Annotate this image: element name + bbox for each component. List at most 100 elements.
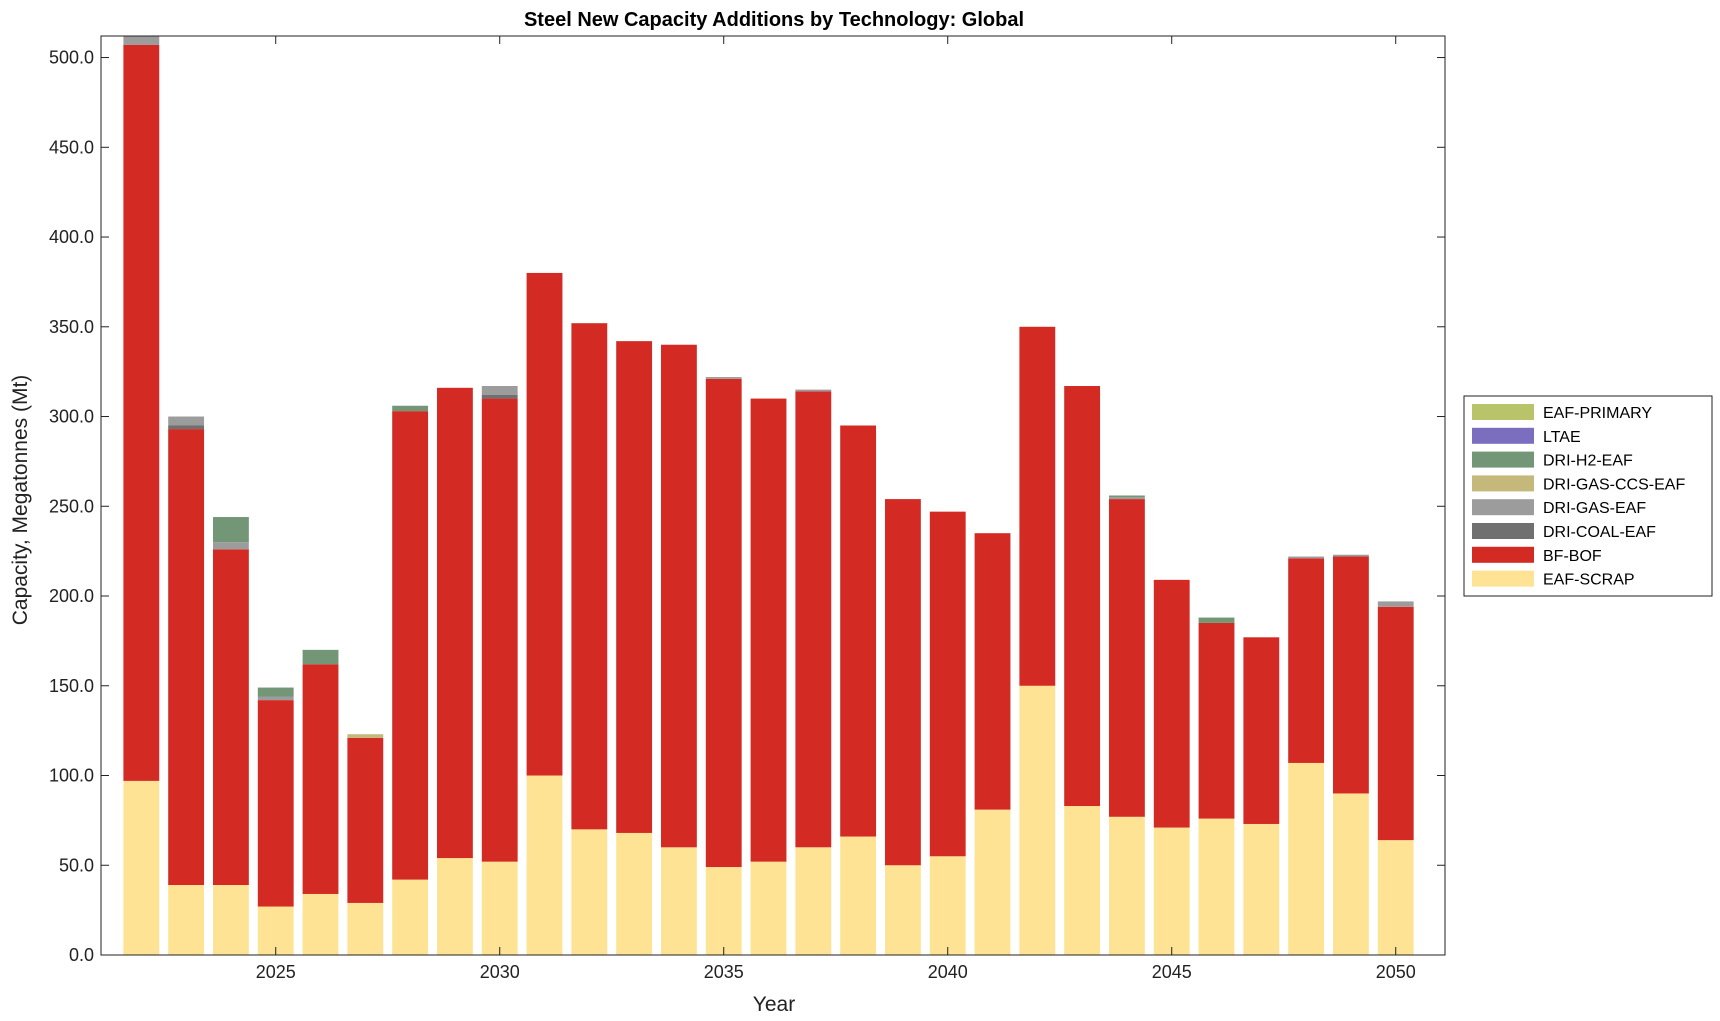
bar-eaf-scrap-2032 bbox=[571, 829, 608, 955]
plot-frame bbox=[100, 35, 1446, 956]
bar-eaf-scrap-2023 bbox=[168, 885, 205, 955]
chart-title: Steel New Capacity Additions by Technolo… bbox=[524, 9, 1024, 31]
legend-swatch-ltae bbox=[1472, 427, 1534, 444]
bar-dri-gas-eaf-2049 bbox=[1333, 554, 1369, 557]
bar-dri-coal-eaf-2023 bbox=[168, 425, 205, 430]
legend-box bbox=[1463, 395, 1713, 597]
bar-bf-bof-2041 bbox=[974, 533, 1011, 810]
bar-eaf-scrap-2026 bbox=[302, 893, 339, 955]
legend-label-dri-gas-ccs-eaf: DRI-GAS-CCS-EAF bbox=[1543, 476, 1685, 493]
bar-eaf-scrap-2050 bbox=[1377, 840, 1414, 956]
bar-eaf-scrap-2025 bbox=[257, 906, 294, 955]
bar-eaf-scrap-2044 bbox=[1109, 816, 1145, 955]
y-tick-label: 500.0 bbox=[49, 48, 94, 68]
bar-eaf-scrap-2045 bbox=[1153, 827, 1190, 955]
bar-bf-bof-2027 bbox=[347, 737, 384, 903]
bar-eaf-scrap-2039 bbox=[885, 865, 921, 955]
bar-dri-h2-eaf-2046 bbox=[1198, 617, 1235, 623]
x-tick-label: 2050 bbox=[1376, 962, 1416, 982]
bar-eaf-scrap-2040 bbox=[929, 856, 966, 955]
bar-bf-bof-2025 bbox=[257, 700, 294, 907]
bar-bf-bof-2036 bbox=[750, 398, 787, 862]
bar-bf-bof-2026 bbox=[302, 664, 339, 894]
bars bbox=[123, 36, 1414, 956]
y-tick-label: 350.0 bbox=[49, 317, 94, 337]
y-tick-label: 200.0 bbox=[49, 586, 94, 606]
bar-bf-bof-2030 bbox=[481, 398, 518, 862]
bar-eaf-scrap-2034 bbox=[661, 847, 697, 955]
bar-bf-bof-2029 bbox=[437, 387, 473, 859]
bar-eaf-scrap-2027 bbox=[347, 902, 384, 955]
x-tick-label: 2040 bbox=[928, 962, 968, 982]
bar-eaf-scrap-2048 bbox=[1288, 762, 1325, 955]
y-tick-label: 100.0 bbox=[49, 766, 94, 786]
bar-bf-bof-2022 bbox=[123, 44, 160, 781]
bar-eaf-scrap-2046 bbox=[1198, 818, 1235, 955]
y-tick-label: 400.0 bbox=[49, 227, 94, 247]
bar-bf-bof-2042 bbox=[1019, 326, 1056, 686]
bar-dri-gas-eaf-2022 bbox=[123, 36, 160, 45]
bar-dri-h2-eaf-2026 bbox=[302, 649, 339, 665]
legend-swatch-eaf-primary bbox=[1472, 404, 1534, 420]
y-tick-label: 300.0 bbox=[49, 407, 94, 427]
bar-dri-h2-eaf-2044 bbox=[1109, 495, 1145, 498]
y-tick-label: 450.0 bbox=[49, 137, 94, 157]
bar-dri-gas-eaf-2044 bbox=[1109, 497, 1145, 500]
legend-label-dri-h2-eaf: DRI-H2-EAF bbox=[1543, 453, 1633, 470]
bar-bf-bof-2048 bbox=[1288, 558, 1325, 763]
x-tick-label: 2025 bbox=[256, 962, 296, 982]
bar-bf-bof-2046 bbox=[1198, 622, 1235, 819]
bar-bf-bof-2049 bbox=[1333, 556, 1369, 794]
bar-dri-gas-eaf-2023 bbox=[168, 416, 205, 426]
bar-dri-h2-eaf-2028 bbox=[392, 405, 429, 412]
bar-eaf-scrap-2029 bbox=[437, 858, 473, 955]
bar-dri-gas-eaf-2050 bbox=[1377, 601, 1414, 607]
bar-dri-gas-eaf-2030 bbox=[481, 386, 518, 395]
x-axis-label: Year bbox=[753, 993, 795, 1016]
legend-label-dri-coal-eaf: DRI-COAL-EAF bbox=[1543, 524, 1656, 541]
bar-dri-coal-eaf-2030 bbox=[481, 394, 518, 399]
bar-dri-gas-eaf-2048 bbox=[1288, 556, 1325, 559]
bar-dri-gas-ccs-eaf-2027 bbox=[347, 734, 384, 738]
bar-bf-bof-2033 bbox=[616, 341, 653, 833]
bar-eaf-scrap-2022 bbox=[123, 780, 160, 955]
bar-dri-h2-eaf-2024 bbox=[213, 517, 249, 543]
bar-bf-bof-2043 bbox=[1064, 386, 1101, 807]
bar-eaf-scrap-2049 bbox=[1333, 793, 1369, 955]
bar-bf-bof-2032 bbox=[571, 323, 608, 830]
bar-eaf-scrap-2043 bbox=[1064, 806, 1101, 955]
x-tick-label: 2035 bbox=[704, 962, 744, 982]
legend-label-eaf-primary: EAF-PRIMARY bbox=[1543, 405, 1652, 422]
bar-eaf-scrap-2033 bbox=[616, 832, 653, 955]
bar-eaf-scrap-2047 bbox=[1243, 823, 1280, 955]
y-tick-label: 150.0 bbox=[49, 676, 94, 696]
bar-bf-bof-2024 bbox=[213, 549, 249, 885]
bar-dri-h2-eaf-2025 bbox=[257, 687, 294, 697]
bar-bf-bof-2034 bbox=[661, 344, 697, 848]
bar-bf-bof-2047 bbox=[1243, 637, 1280, 824]
y-tick-label: 0.0 bbox=[69, 945, 94, 965]
legend-label-ltae: LTAE bbox=[1543, 429, 1581, 446]
legend: EAF-PRIMARY LTAE DRI-H2-EAF DRI-GAS-CCS-EAF… bbox=[1463, 395, 1713, 597]
bar-eaf-scrap-2028 bbox=[392, 879, 429, 955]
bar-bf-bof-2038 bbox=[840, 425, 877, 837]
bar-eaf-scrap-2030 bbox=[481, 861, 518, 955]
legend-label-dri-gas-eaf: DRI-GAS-EAF bbox=[1543, 500, 1646, 517]
bar-bf-bof-2044 bbox=[1109, 499, 1145, 817]
y-axis-label: Capacity, Megatonnes (Mt) bbox=[9, 375, 32, 626]
x-tick-label: 2030 bbox=[480, 962, 520, 982]
legend-label-bf-bof: BF-BOF bbox=[1543, 548, 1602, 565]
legend-swatch-dri-gas-eaf bbox=[1472, 499, 1534, 516]
bar-eaf-scrap-2038 bbox=[840, 836, 877, 955]
bar-bf-bof-2035 bbox=[705, 378, 742, 868]
bar-eaf-scrap-2042 bbox=[1019, 685, 1056, 955]
bar-bf-bof-2023 bbox=[168, 429, 205, 885]
legend-swatch-dri-h2-eaf bbox=[1472, 451, 1534, 468]
bar-bf-bof-2050 bbox=[1377, 606, 1414, 841]
bar-eaf-scrap-2035 bbox=[705, 867, 742, 955]
bar-eaf-scrap-2037 bbox=[795, 847, 832, 955]
bar-eaf-scrap-2041 bbox=[974, 809, 1011, 955]
bar-bf-bof-2031 bbox=[526, 272, 563, 776]
y-tick-label: 250.0 bbox=[49, 496, 94, 516]
